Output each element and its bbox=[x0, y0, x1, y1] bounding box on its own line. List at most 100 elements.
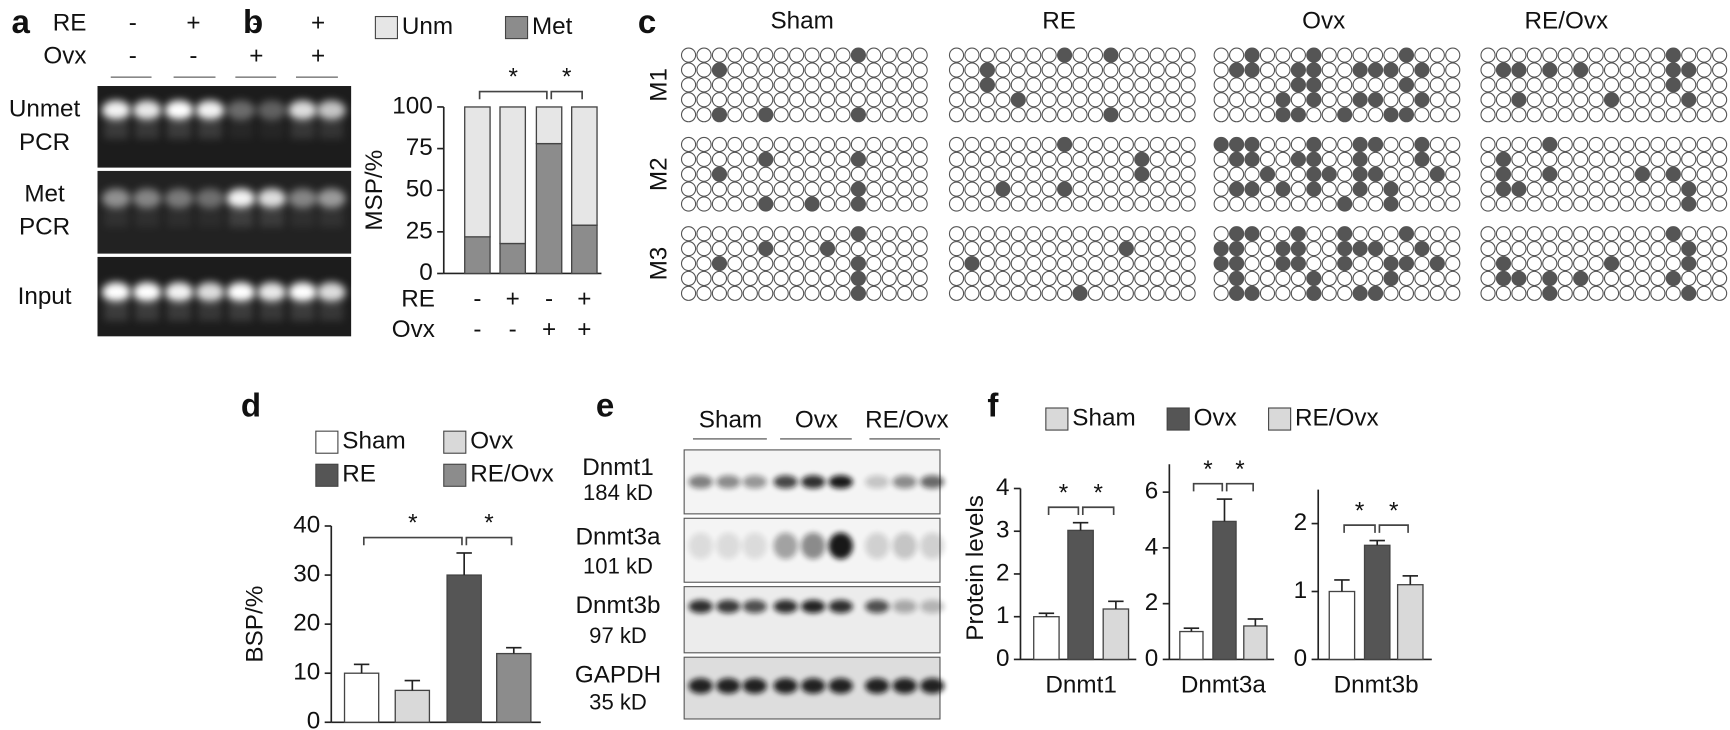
cpg-site bbox=[995, 107, 1011, 123]
cpg-site bbox=[819, 92, 836, 108]
cpg-site bbox=[1010, 285, 1026, 301]
cpg-site bbox=[1429, 181, 1445, 197]
cpg-site bbox=[1480, 196, 1496, 212]
cpg-site bbox=[1118, 107, 1134, 123]
cpg-site bbox=[912, 77, 928, 93]
cpg-site bbox=[1429, 241, 1445, 257]
cpg-site bbox=[995, 136, 1011, 153]
cpg-site bbox=[1573, 166, 1589, 182]
cpg-site bbox=[1180, 270, 1196, 287]
cpg-site bbox=[1383, 47, 1399, 63]
cpg-site bbox=[1352, 151, 1368, 167]
cpg-site bbox=[897, 47, 913, 63]
cpg-site bbox=[742, 255, 758, 272]
cpg-site bbox=[1665, 92, 1681, 108]
cpg-site bbox=[1511, 285, 1527, 301]
cpg-site bbox=[1275, 181, 1291, 197]
cpg-site bbox=[1180, 241, 1196, 257]
condition-sign: + bbox=[577, 285, 591, 312]
cpg-site bbox=[1165, 92, 1181, 108]
cpg-site bbox=[850, 62, 866, 78]
cpg-site bbox=[1259, 166, 1276, 182]
cpg-site bbox=[1056, 151, 1073, 167]
cpg-site bbox=[1041, 92, 1057, 108]
cpg-site bbox=[1414, 226, 1430, 242]
cpg-site bbox=[1681, 226, 1697, 242]
cpg-site bbox=[964, 77, 980, 93]
cpg-site bbox=[995, 92, 1011, 108]
y-tick-label: 30 bbox=[293, 560, 320, 587]
cpg-site bbox=[1573, 285, 1589, 301]
cpg-site bbox=[1480, 255, 1496, 272]
cpg-site bbox=[1634, 136, 1651, 153]
bar-segment bbox=[535, 106, 563, 145]
bar-segment bbox=[464, 236, 491, 275]
cpg-site bbox=[758, 270, 774, 287]
cpg-site bbox=[881, 196, 897, 212]
cpg-site bbox=[964, 226, 980, 242]
blot-band bbox=[865, 678, 890, 694]
cpg-site bbox=[1557, 255, 1573, 272]
y-axis-label: BSP/% bbox=[242, 586, 269, 663]
cpg-site bbox=[964, 151, 980, 167]
cpg-site bbox=[1445, 270, 1461, 287]
cpg-site bbox=[789, 107, 805, 123]
cpg-site bbox=[1213, 181, 1229, 197]
blot-name: Dnmt3b bbox=[576, 592, 661, 619]
cpg-site bbox=[1665, 77, 1681, 93]
cpg-site bbox=[964, 270, 980, 287]
significance-bracket bbox=[1192, 482, 1224, 492]
cpg-site bbox=[1367, 241, 1384, 257]
cpg-site bbox=[881, 181, 897, 197]
cpg-site bbox=[897, 181, 913, 197]
cpg-site bbox=[1087, 241, 1104, 257]
cpg-site bbox=[1603, 196, 1620, 212]
cpg-site bbox=[1383, 226, 1399, 242]
cpg-site bbox=[804, 136, 820, 153]
cpg-site bbox=[680, 107, 697, 123]
cpg-site bbox=[912, 285, 928, 301]
cpg-site bbox=[1149, 270, 1165, 287]
cpg-site bbox=[850, 181, 866, 197]
cpg-site bbox=[1213, 270, 1229, 287]
cpg-site bbox=[1244, 151, 1260, 167]
cpg-site bbox=[1072, 136, 1088, 153]
blot-name: Dnmt1 bbox=[582, 454, 653, 481]
cpg-site bbox=[1445, 166, 1461, 182]
cpg-site bbox=[1429, 92, 1445, 108]
cpg-site bbox=[1711, 151, 1728, 167]
cpg-site bbox=[1010, 62, 1026, 78]
cpg-site bbox=[711, 270, 728, 287]
cpg-site bbox=[758, 77, 774, 93]
cpg-site bbox=[1573, 62, 1589, 78]
cpg-site bbox=[1010, 136, 1026, 153]
gel-smear bbox=[228, 207, 253, 228]
cpg-site bbox=[912, 181, 928, 197]
cpg-site bbox=[758, 92, 774, 108]
cpg-site bbox=[835, 285, 851, 301]
blot-band bbox=[892, 678, 917, 694]
cpg-site bbox=[1681, 151, 1697, 167]
cpg-site bbox=[1445, 241, 1461, 257]
cpg-site bbox=[804, 107, 820, 123]
cpg-site bbox=[1445, 77, 1461, 93]
cpg-site bbox=[1337, 77, 1353, 93]
cpg-site bbox=[881, 166, 897, 182]
cpg-site bbox=[819, 136, 836, 153]
bar bbox=[1396, 584, 1424, 661]
y-tick-label: 100 bbox=[392, 92, 432, 119]
cpg-site bbox=[1103, 166, 1119, 182]
cpg-site bbox=[995, 270, 1011, 287]
cpg-site bbox=[1244, 77, 1260, 93]
cpg-site bbox=[1511, 196, 1527, 212]
cpg-site bbox=[1275, 285, 1291, 301]
cpg-site bbox=[680, 77, 697, 93]
cpg-site bbox=[1619, 136, 1635, 153]
cpg-site bbox=[948, 241, 965, 257]
cpg-site bbox=[948, 77, 965, 93]
cpg-site bbox=[995, 255, 1011, 272]
cpg-site bbox=[1072, 47, 1088, 63]
cpg-site bbox=[1650, 62, 1666, 78]
cpg-site bbox=[758, 151, 774, 167]
